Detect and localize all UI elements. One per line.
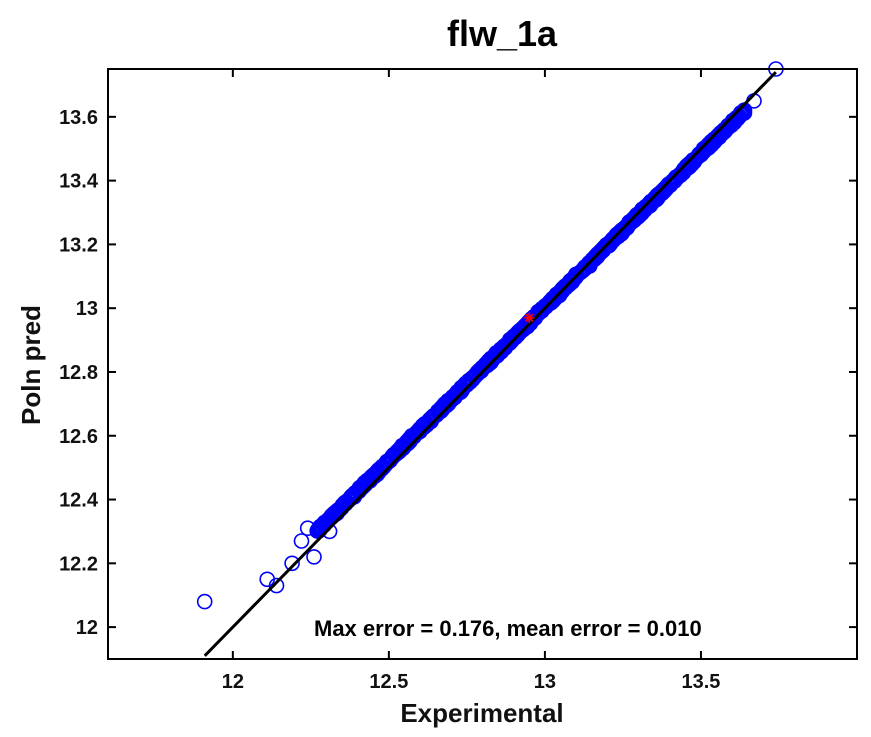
data-point xyxy=(425,409,442,425)
data-point xyxy=(530,305,547,321)
data-point xyxy=(577,259,594,275)
x-axis-label: Experimental xyxy=(400,698,563,728)
x-tick-label: 12.5 xyxy=(369,671,408,693)
y-tick-label: 13 xyxy=(76,298,98,320)
star-marker-stroke xyxy=(525,313,534,322)
data-point xyxy=(284,555,300,572)
data-point xyxy=(501,335,517,352)
data-point xyxy=(591,246,608,262)
data-point xyxy=(299,520,316,537)
data-point xyxy=(482,352,498,368)
data-point xyxy=(312,520,328,537)
y-tick-label: 12 xyxy=(76,617,98,639)
highlight-point xyxy=(524,312,535,323)
chart-title: flw_1a xyxy=(447,13,558,54)
x-tick-label: 12 xyxy=(222,671,244,693)
x-axis: 12 12.5 13 13.5 xyxy=(222,69,720,693)
data-point xyxy=(634,204,651,220)
data-point xyxy=(461,374,477,391)
data-point xyxy=(657,181,674,197)
data-point xyxy=(671,167,688,184)
data-point xyxy=(620,218,636,235)
data-point xyxy=(268,577,285,594)
y-tick-label: 13.4 xyxy=(59,171,99,193)
reference-line xyxy=(203,71,777,657)
y-tick-label: 13.2 xyxy=(59,234,98,256)
data-point xyxy=(675,162,692,178)
data-point xyxy=(309,523,326,539)
error-annotation: Max error = 0.176, mean error = 0.010 xyxy=(314,616,702,641)
x-tick-label: 13 xyxy=(534,671,556,693)
y-tick-label: 13.6 xyxy=(59,107,98,129)
data-point xyxy=(606,231,622,247)
data-point xyxy=(667,170,684,186)
plot-frame xyxy=(107,68,858,660)
y-tick-label: 12.6 xyxy=(59,426,98,448)
data-point xyxy=(532,303,549,319)
data-point xyxy=(469,365,485,382)
data-point xyxy=(196,593,213,610)
data-point xyxy=(684,152,701,168)
data-point xyxy=(511,323,528,340)
data-point xyxy=(293,533,310,549)
y-tick-label: 12.4 xyxy=(59,490,99,512)
y-axis-label: Poln pred xyxy=(16,305,46,425)
data-point xyxy=(321,523,338,540)
data-point xyxy=(440,395,456,411)
data-point xyxy=(550,285,567,302)
data-point xyxy=(544,290,561,307)
data-point xyxy=(600,236,617,253)
data-point xyxy=(306,549,322,565)
y-tick-label: 12.8 xyxy=(59,362,98,384)
y-tick-label: 12.2 xyxy=(59,553,98,575)
data-point xyxy=(646,192,663,209)
data-point xyxy=(575,262,591,279)
y-axis: 12 12.2 12.4 12.6 12.8 13 13.2 13.4 13.6 xyxy=(59,107,857,639)
x-tick-label: 13.5 xyxy=(681,671,720,693)
data-point xyxy=(608,227,625,243)
data-point xyxy=(471,362,488,379)
data-point xyxy=(555,280,571,297)
